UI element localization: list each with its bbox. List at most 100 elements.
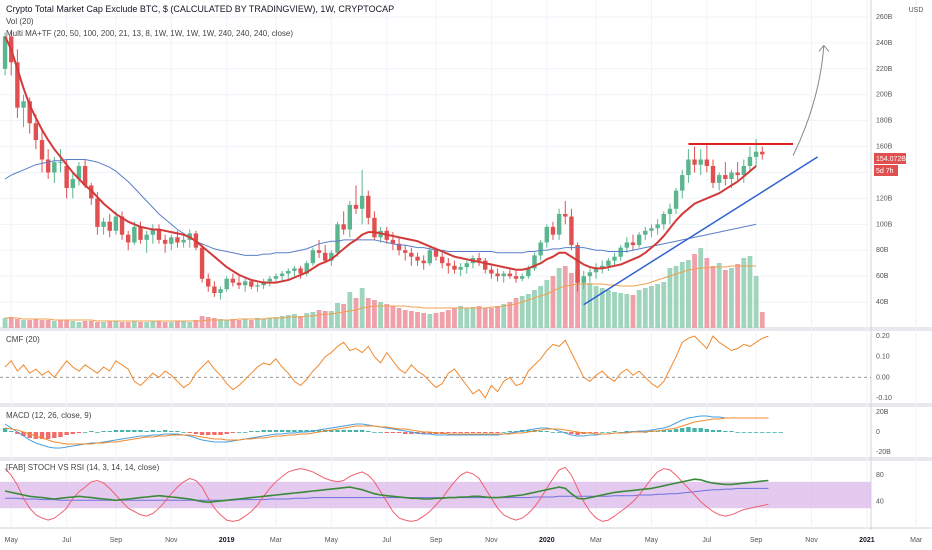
candle-body[interactable] <box>329 252 334 261</box>
candle-body[interactable] <box>563 213 568 217</box>
candle-body[interactable] <box>138 226 143 240</box>
candle-body[interactable] <box>760 151 765 155</box>
candle-body[interactable] <box>199 247 205 279</box>
candle-body[interactable] <box>242 281 248 286</box>
candle-body[interactable] <box>341 224 346 230</box>
candle-body[interactable] <box>507 273 513 277</box>
candle-body[interactable] <box>735 172 740 176</box>
candle-body[interactable] <box>2 36 8 69</box>
candle-body[interactable] <box>600 265 605 269</box>
candle-body[interactable] <box>704 159 710 166</box>
candle-body[interactable] <box>132 226 137 243</box>
cmf-legend[interactable]: CMF (20) <box>6 335 40 344</box>
candle-body[interactable] <box>698 159 703 165</box>
stoch-rsi-panel[interactable] <box>0 466 871 522</box>
candle-body[interactable] <box>729 172 734 179</box>
candle-body[interactable] <box>45 159 51 173</box>
candle-body[interactable] <box>162 239 168 244</box>
candle-body[interactable] <box>359 195 365 209</box>
macd-legend[interactable]: MACD (12, 26, close, 9) <box>6 411 92 420</box>
candle-body[interactable] <box>716 175 722 183</box>
candle-body[interactable] <box>513 276 519 279</box>
candle-body[interactable] <box>439 256 445 264</box>
candle-body[interactable] <box>119 216 125 235</box>
candle-body[interactable] <box>292 268 297 271</box>
candle-body[interactable] <box>144 234 149 240</box>
candle-body[interactable] <box>255 285 260 287</box>
candle-body[interactable] <box>415 256 420 261</box>
candle-body[interactable] <box>322 252 328 261</box>
candle-body[interactable] <box>70 178 75 189</box>
candle-body[interactable] <box>279 273 285 277</box>
candle-body[interactable] <box>630 242 636 246</box>
candle-body[interactable] <box>649 228 654 231</box>
candle-body[interactable] <box>366 195 371 218</box>
candle-body[interactable] <box>310 250 316 264</box>
candle-body[interactable] <box>249 281 254 287</box>
candle-body[interactable] <box>569 216 574 246</box>
candle-body[interactable] <box>581 276 586 283</box>
candle-body[interactable] <box>446 263 451 266</box>
candle-body[interactable] <box>15 62 20 108</box>
candle-body[interactable] <box>125 234 131 243</box>
candle-body[interactable] <box>273 276 279 279</box>
candle-body[interactable] <box>286 270 291 274</box>
candle-body[interactable] <box>476 258 482 261</box>
candle-body[interactable] <box>526 268 531 277</box>
candle-body[interactable] <box>452 265 457 270</box>
candle-body[interactable] <box>372 217 377 238</box>
candle-body[interactable] <box>464 263 469 268</box>
candle-body[interactable] <box>218 289 223 294</box>
volume-legend[interactable]: Vol (20) <box>6 17 34 26</box>
candle-body[interactable] <box>680 175 685 191</box>
candle-body[interactable] <box>489 269 494 274</box>
candle-body[interactable] <box>298 268 303 274</box>
candle-body[interactable] <box>673 190 679 209</box>
candle-body[interactable] <box>655 224 660 229</box>
stoch-rsi-legend[interactable]: [FAB] STOCH VS RSI (14, 3, 14, 14, close… <box>6 463 160 472</box>
candle-body[interactable] <box>710 166 716 183</box>
candle-body[interactable] <box>335 224 340 253</box>
candle-body[interactable] <box>741 166 747 176</box>
candle-body[interactable] <box>747 156 753 166</box>
moving-average-legend[interactable]: Multi MA+TF (20, 50, 100, 200, 21, 13, 8… <box>6 29 293 38</box>
candle-body[interactable] <box>612 256 617 261</box>
candle-body[interactable] <box>544 226 550 243</box>
candle-body[interactable] <box>267 278 272 282</box>
candle-body[interactable] <box>403 250 408 253</box>
support-trendline[interactable] <box>583 156 819 306</box>
candle-body[interactable] <box>692 159 697 165</box>
candle-body[interactable] <box>458 267 463 270</box>
candle-body[interactable] <box>409 252 414 257</box>
candle-body[interactable] <box>101 221 106 227</box>
candle-body[interactable] <box>550 226 556 235</box>
candle-body[interactable] <box>532 255 537 269</box>
candle-body[interactable] <box>433 250 439 257</box>
candle-body[interactable] <box>390 239 396 244</box>
candle-body[interactable] <box>95 198 100 227</box>
candle-body[interactable] <box>82 166 88 186</box>
candle-body[interactable] <box>519 276 525 279</box>
candle-body[interactable] <box>686 159 691 176</box>
candle-body[interactable] <box>206 278 211 287</box>
candle-body[interactable] <box>39 140 45 160</box>
candle-body[interactable] <box>396 243 402 251</box>
candle-body[interactable] <box>21 101 26 108</box>
candle-body[interactable] <box>113 216 119 231</box>
candle-body[interactable] <box>150 229 156 235</box>
candle-body[interactable] <box>624 242 630 248</box>
candle-body[interactable] <box>304 263 309 274</box>
candle-body[interactable] <box>661 213 666 225</box>
candle-body[interactable] <box>181 239 186 243</box>
candle-body[interactable] <box>618 247 623 257</box>
candle-body[interactable] <box>501 273 506 277</box>
candle-body[interactable] <box>27 101 32 124</box>
candle-body[interactable] <box>495 273 500 277</box>
candle-body[interactable] <box>107 221 112 231</box>
candle-body[interactable] <box>667 208 673 214</box>
candle-body[interactable] <box>636 234 642 246</box>
candle-body[interactable] <box>52 162 57 173</box>
candle-body[interactable] <box>606 260 611 266</box>
candle-body[interactable] <box>76 166 82 179</box>
